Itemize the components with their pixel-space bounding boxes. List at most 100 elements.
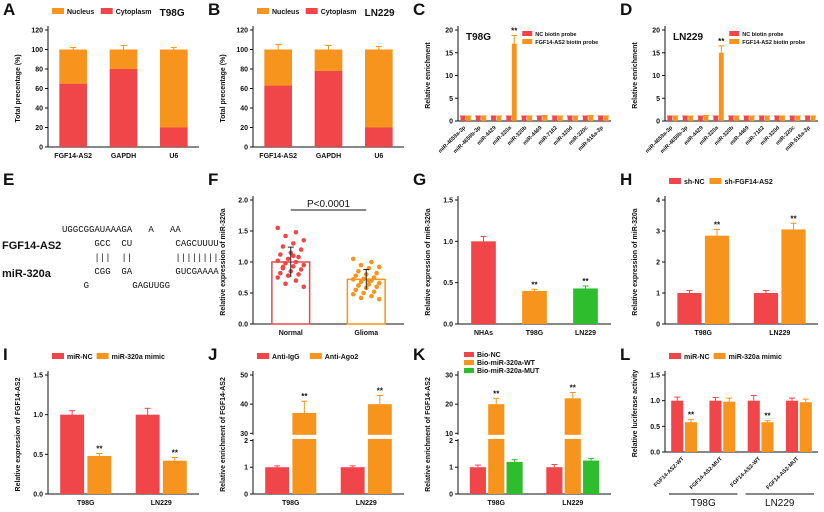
y-tick-label: 60 [35,86,43,93]
y-tick-label: 0.0 [443,322,453,329]
x-tick-label: T98G [77,500,95,507]
y-tick-label: 0.0 [650,450,660,457]
x-tick-label: LN229 [356,500,377,507]
y-tick-label: 80 [35,67,43,74]
y-tick-label: 10 [652,73,660,80]
significance: ** [688,411,695,420]
panel-letter: J [208,345,217,364]
legend-swatch [669,178,681,184]
y-tick-label: 0 [244,492,248,499]
bar [698,116,703,121]
point [350,291,356,297]
bar [795,116,801,121]
y-tick-label: 15 [445,50,453,57]
y-tick-label: 1 [244,465,248,472]
x-tick-label: NHAs [474,330,493,337]
legend-label: Nucleus [272,9,299,16]
y-tick-label: 40 [240,402,248,409]
legend-label: miR-NC [67,354,93,361]
point [366,278,372,283]
point [280,244,286,249]
point [291,241,296,246]
legend-swatch [729,39,740,44]
y-axis-label: Relative expression of miR-320a [425,208,432,315]
y-tick-label: 1.0 [443,239,453,246]
chart-title: T98G [160,8,185,19]
bar [780,116,785,121]
point [293,229,299,235]
bar [506,116,512,121]
legend-swatch [709,178,722,184]
legend-swatch [309,353,322,359]
bar [728,116,734,121]
bar [713,116,719,121]
y-axis-label: Relative enrichment [632,42,639,109]
x-tick-label: T98G [526,330,544,337]
y-tick-label: 0.5 [443,280,453,287]
bar [536,116,542,121]
bar [743,116,749,121]
point [358,279,364,285]
strand-label: miR-320a [2,268,52,280]
point [376,296,382,302]
y-tick-label: 0 [656,322,660,329]
bar [522,290,547,324]
bar [471,241,496,324]
point [298,247,304,252]
y-tick-label: 120 [31,28,43,35]
bar [709,400,722,452]
bar [799,402,812,452]
x-tick-label: FGF14-AS2 [259,153,297,160]
bar [481,116,487,121]
legend-label: NC biotin probe [535,32,576,38]
y-tick-label: 0 [656,119,660,126]
y-tick-label: 5 [656,96,660,103]
y-tick-label: 80 [240,67,248,74]
bar [734,116,740,121]
y-tick-label: 1 [449,465,453,472]
bar-segment [59,83,88,147]
x-tick-label: LN229 [769,330,790,337]
legend-swatch [464,352,474,357]
significance: ** [714,220,721,229]
significance: ** [301,392,308,401]
bar [496,116,502,121]
y-tick-label: 5 [449,96,453,103]
legend-swatch [464,360,474,365]
bar [688,116,694,121]
point [283,260,288,266]
y-axis-label: Relative enrichment of FGF14-AS2 [220,377,227,492]
legend-label: Cytoplasm [321,9,357,16]
y-tick-label: 0.5 [33,452,43,459]
chart-title: T98G [466,32,491,43]
point [285,273,291,278]
bar [672,116,678,121]
y-tick-label: 10 [445,73,453,80]
point [374,270,379,276]
bar-segment [264,85,293,147]
legend-label: NC biotin probe [742,32,783,38]
significance: ** [718,37,725,46]
y-tick-label: 1.5 [33,373,43,380]
x-tick-label: Normal [279,330,303,337]
bar [60,414,85,494]
bar [723,401,736,452]
bar [511,43,517,121]
y-tick-label: 1.0 [238,260,248,267]
legend-swatch [52,353,64,359]
x-tick-label: GAPDH [316,153,341,160]
legend-label: miR-320a mimic [729,354,782,361]
legend-swatch [257,353,269,359]
x-tick-label: GAPDH [111,153,136,160]
significance: ** [764,412,771,421]
y-tick-label: 20 [445,28,453,35]
y-axis-label: Total precentage (%) [220,54,227,122]
point [353,287,359,293]
sequence-row: ||| || |||||||| [62,253,219,263]
bar [265,467,290,494]
point [293,259,299,265]
bar [764,116,770,121]
point [298,267,304,272]
legend-label: Nucleus [67,9,94,16]
